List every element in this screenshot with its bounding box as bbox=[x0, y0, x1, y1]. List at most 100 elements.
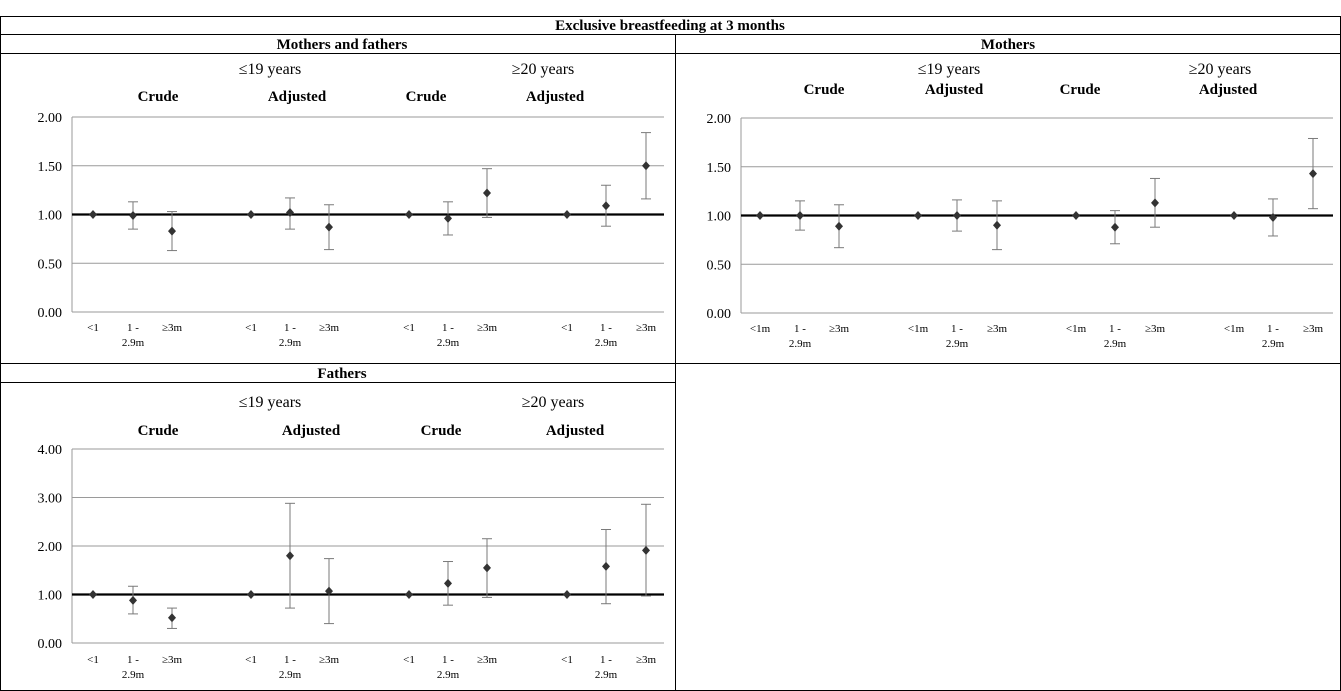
data-point bbox=[1309, 169, 1317, 179]
data-point bbox=[993, 220, 1001, 230]
data-point bbox=[444, 578, 452, 588]
y-tick-label: 1.00 bbox=[38, 589, 63, 604]
data-point bbox=[168, 226, 176, 236]
x-tick-label: ≥3m bbox=[1303, 323, 1324, 335]
x-tick-label: <1m bbox=[908, 323, 929, 335]
x-tick-label: ≥3m bbox=[477, 654, 498, 666]
x-tick-label: ≥3m bbox=[319, 322, 340, 334]
x-tick-label: <1 bbox=[245, 654, 257, 666]
subgroup-label: Adjusted bbox=[526, 89, 585, 105]
x-tick-label: <1 bbox=[403, 654, 415, 666]
data-point bbox=[89, 210, 97, 219]
x-tick-label: ≥3m bbox=[477, 322, 498, 334]
data-point bbox=[405, 590, 413, 599]
x-tick-label: 2.9m bbox=[789, 338, 812, 350]
data-point bbox=[286, 208, 294, 218]
x-tick-label: ≥3m bbox=[829, 323, 850, 335]
age-group-label: ≤19 years bbox=[239, 394, 302, 411]
x-tick-label: ≥3m bbox=[162, 654, 183, 666]
x-tick-label: 1 - bbox=[127, 322, 139, 334]
x-tick-label: 1 - bbox=[442, 654, 454, 666]
y-tick-label: 3.00 bbox=[38, 492, 63, 507]
x-tick-label: 1 - bbox=[127, 654, 139, 666]
x-tick-label: 1 - bbox=[1267, 323, 1279, 335]
x-tick-label: ≥3m bbox=[162, 322, 183, 334]
data-point bbox=[286, 551, 294, 561]
x-tick-label: ≥3m bbox=[987, 323, 1008, 335]
subgroup-label: Adjusted bbox=[282, 423, 341, 439]
data-point bbox=[483, 188, 491, 198]
y-tick-label: 1.50 bbox=[38, 160, 63, 175]
subgroup-label: Crude bbox=[406, 89, 447, 105]
data-point bbox=[914, 211, 922, 220]
data-point bbox=[444, 213, 452, 223]
x-tick-label: 2.9m bbox=[595, 337, 618, 349]
y-tick-label: 1.00 bbox=[707, 210, 732, 225]
subgroup-label: Crude bbox=[804, 82, 845, 98]
x-tick-label: 2.9m bbox=[437, 337, 460, 349]
x-tick-label: <1m bbox=[1066, 323, 1087, 335]
x-tick-label: 2.9m bbox=[122, 669, 145, 681]
subgroup-label: Crude bbox=[138, 423, 179, 439]
y-tick-label: 1.00 bbox=[38, 209, 63, 224]
x-tick-label: 2.9m bbox=[1262, 338, 1285, 350]
subgroup-label: Adjusted bbox=[925, 82, 984, 98]
subgroup-label: Crude bbox=[1060, 82, 1101, 98]
x-tick-label: 2.9m bbox=[595, 669, 618, 681]
x-tick-label: 2.9m bbox=[279, 337, 302, 349]
data-point bbox=[642, 161, 650, 171]
data-point bbox=[602, 561, 610, 571]
data-point bbox=[129, 595, 137, 605]
data-point bbox=[325, 222, 333, 232]
subgroup-label: Adjusted bbox=[1199, 82, 1258, 98]
chart-panel-mothers-and-fathers: ≤19 years ≥20 years Crude Adjusted Crude Adju… bbox=[38, 61, 664, 349]
x-tick-label: <1 bbox=[561, 654, 573, 666]
age-group-label: ≥20 years bbox=[512, 61, 575, 78]
x-tick-label: 1 - bbox=[600, 654, 612, 666]
x-tick-label: 1 - bbox=[951, 323, 963, 335]
data-point bbox=[483, 563, 491, 573]
x-tick-label: ≥3m bbox=[636, 654, 657, 666]
figure-title: Exclusive breastfeeding at 3 months bbox=[555, 18, 785, 34]
y-tick-label: 2.00 bbox=[707, 112, 732, 127]
data-point bbox=[563, 210, 571, 219]
x-tick-label: ≥3m bbox=[319, 654, 340, 666]
data-point bbox=[835, 221, 843, 231]
data-point bbox=[563, 590, 571, 599]
data-point bbox=[89, 590, 97, 599]
data-point bbox=[405, 210, 413, 219]
data-point bbox=[129, 210, 137, 220]
y-tick-label: 2.00 bbox=[38, 540, 63, 555]
data-point bbox=[168, 613, 176, 623]
data-point bbox=[602, 201, 610, 211]
y-tick-label: 0.50 bbox=[38, 257, 63, 272]
data-point bbox=[1072, 211, 1080, 220]
panel-title-mothers-and-fathers: Mothers and fathers bbox=[277, 37, 408, 53]
data-point bbox=[1151, 198, 1159, 208]
data-point bbox=[247, 210, 255, 219]
y-tick-label: 2.00 bbox=[38, 111, 63, 126]
x-tick-label: 1 - bbox=[284, 322, 296, 334]
x-tick-label: <1 bbox=[561, 322, 573, 334]
data-point bbox=[1230, 211, 1238, 220]
x-tick-label: <1 bbox=[403, 322, 415, 334]
panel-title-fathers: Fathers bbox=[317, 366, 366, 382]
age-group-label: ≥20 years bbox=[1189, 61, 1252, 78]
y-tick-label: 4.00 bbox=[38, 443, 63, 458]
x-tick-label: 2.9m bbox=[279, 669, 302, 681]
age-group-label: ≤19 years bbox=[918, 61, 981, 78]
data-point bbox=[325, 586, 333, 596]
x-tick-label: 1 - bbox=[600, 322, 612, 334]
data-point bbox=[756, 211, 764, 220]
y-tick-label: 0.50 bbox=[707, 258, 732, 273]
data-point bbox=[247, 590, 255, 599]
subgroup-label: Crude bbox=[138, 89, 179, 105]
x-tick-label: 2.9m bbox=[1104, 338, 1127, 350]
x-tick-label: 1 - bbox=[442, 322, 454, 334]
x-tick-label: 2.9m bbox=[946, 338, 969, 350]
data-point bbox=[796, 211, 804, 220]
data-point bbox=[1111, 222, 1119, 232]
x-tick-label: 2.9m bbox=[437, 669, 460, 681]
data-point bbox=[953, 211, 961, 220]
